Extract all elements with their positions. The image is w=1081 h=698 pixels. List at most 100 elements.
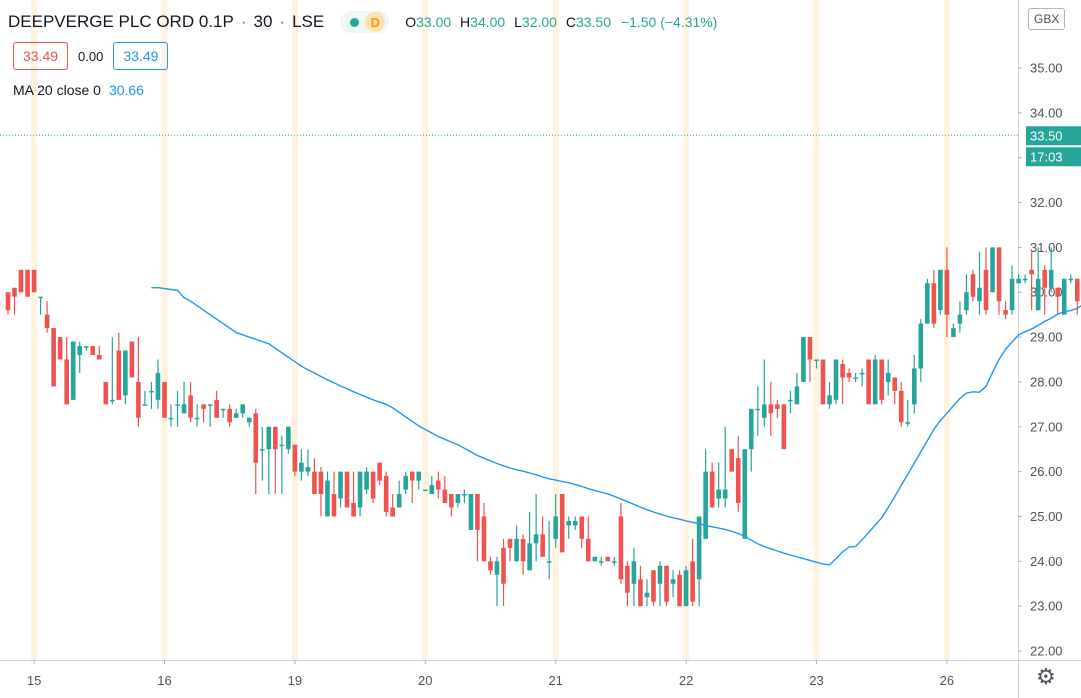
candle-body xyxy=(507,538,513,548)
candle-body xyxy=(481,516,487,562)
candle-body xyxy=(44,314,50,329)
low-value: 32.00 xyxy=(521,14,557,30)
candle-body xyxy=(338,471,343,499)
candle-body xyxy=(70,341,76,400)
market-status-dot-icon[interactable] xyxy=(350,17,360,27)
candle-body xyxy=(227,408,232,423)
candle-body xyxy=(31,269,37,293)
candle-body xyxy=(866,359,871,405)
candle-body xyxy=(879,359,884,400)
y-tick-label: 23.00 xyxy=(1030,599,1063,614)
candle-body xyxy=(5,292,11,311)
candle-body xyxy=(703,471,708,539)
candle-body xyxy=(735,458,741,504)
candle-body xyxy=(996,247,1002,302)
candle-body xyxy=(77,346,83,356)
candle-body xyxy=(983,269,989,311)
candle-body xyxy=(390,507,395,517)
candle-body xyxy=(938,269,943,311)
candle-body xyxy=(775,404,780,409)
candle-body xyxy=(559,494,565,553)
candle-body xyxy=(12,287,17,297)
candle-body xyxy=(827,395,832,405)
candle-body xyxy=(51,328,56,387)
candle-body xyxy=(377,462,382,481)
candle-body xyxy=(175,404,180,406)
exchange-label: LSE xyxy=(292,12,325,31)
y-tick-label: 32.00 xyxy=(1030,195,1063,210)
candle-body xyxy=(449,494,454,508)
candle-body xyxy=(416,471,422,481)
session-band xyxy=(31,0,38,660)
candle-body xyxy=(696,516,702,580)
candle-body xyxy=(1003,310,1008,315)
candle-body xyxy=(931,283,937,324)
currency-button[interactable]: GBX xyxy=(1028,8,1066,30)
separator-dot: · xyxy=(279,12,286,31)
x-tick-label: 22 xyxy=(679,673,693,688)
y-tick-label: 28.00 xyxy=(1030,374,1063,389)
candle-body xyxy=(1035,278,1041,311)
candle-body xyxy=(638,579,643,607)
y-tick-label: 35.00 xyxy=(1030,61,1063,76)
candle-body xyxy=(885,372,891,382)
y-tick-label: 27.00 xyxy=(1030,419,1063,434)
buy-price-button[interactable]: 33.49 xyxy=(113,42,169,70)
last-price-tag xyxy=(1026,126,1081,146)
data-delay-badge-icon[interactable]: D xyxy=(365,12,386,32)
candle-body xyxy=(925,283,930,324)
indicator-legend[interactable]: MA 20 close 0 30.66 xyxy=(13,82,144,98)
candle-body xyxy=(1016,278,1021,284)
candle-body xyxy=(214,399,219,418)
candle-body xyxy=(722,489,728,499)
candle-body xyxy=(253,413,259,463)
candle-body xyxy=(357,471,363,508)
candle-body xyxy=(833,359,839,400)
settings-gear-icon[interactable]: ⚙ xyxy=(1036,664,1056,689)
ohlc-values: O33.00 H34.00 L32.00 C33.50 −1.50 (−4.31… xyxy=(405,14,717,30)
candle-body xyxy=(911,368,917,405)
session-band xyxy=(813,0,820,660)
candle-body xyxy=(553,516,558,539)
candle-body xyxy=(305,467,311,472)
candle-body xyxy=(325,480,330,517)
candle-body xyxy=(814,359,819,361)
candle-body xyxy=(683,570,689,607)
candle-body xyxy=(201,404,206,409)
candle-body xyxy=(618,516,624,580)
candle-body xyxy=(651,570,656,602)
last-price-label: 33.50 xyxy=(1030,128,1063,143)
y-tick-label: 31.00 xyxy=(1030,240,1063,255)
candle-body xyxy=(429,485,435,495)
indicator-label: MA 20 close 0 xyxy=(13,82,101,98)
candle-body xyxy=(1022,278,1028,281)
candle-body xyxy=(110,399,115,402)
candle-body xyxy=(149,390,154,393)
y-tick-label: 24.00 xyxy=(1030,554,1063,569)
candle-body xyxy=(142,404,148,406)
candle-body xyxy=(859,372,865,375)
candle-body xyxy=(273,426,278,450)
candle-body xyxy=(807,337,813,360)
candle-body xyxy=(729,449,735,472)
candle-body xyxy=(964,292,969,311)
candle-body xyxy=(1074,278,1080,302)
candle-body xyxy=(768,404,774,414)
candle-body xyxy=(709,471,715,508)
sell-price-button[interactable]: 33.49 xyxy=(13,42,69,70)
candle-body xyxy=(533,534,539,544)
symbol-name[interactable]: DEEPVERGE PLC ORD 0.1P xyxy=(8,12,234,31)
session-band xyxy=(552,0,559,660)
candle-body xyxy=(25,269,30,297)
spread-value: 0.00 xyxy=(78,48,104,64)
interval-label[interactable]: 30 xyxy=(253,12,273,31)
candle-body xyxy=(312,471,317,495)
candle-body xyxy=(455,494,461,504)
candle-body xyxy=(246,417,252,423)
candle-body xyxy=(748,408,754,450)
candle-body xyxy=(116,350,122,400)
candle-body xyxy=(644,592,650,598)
candle-body xyxy=(90,346,96,356)
session-band xyxy=(291,0,298,660)
